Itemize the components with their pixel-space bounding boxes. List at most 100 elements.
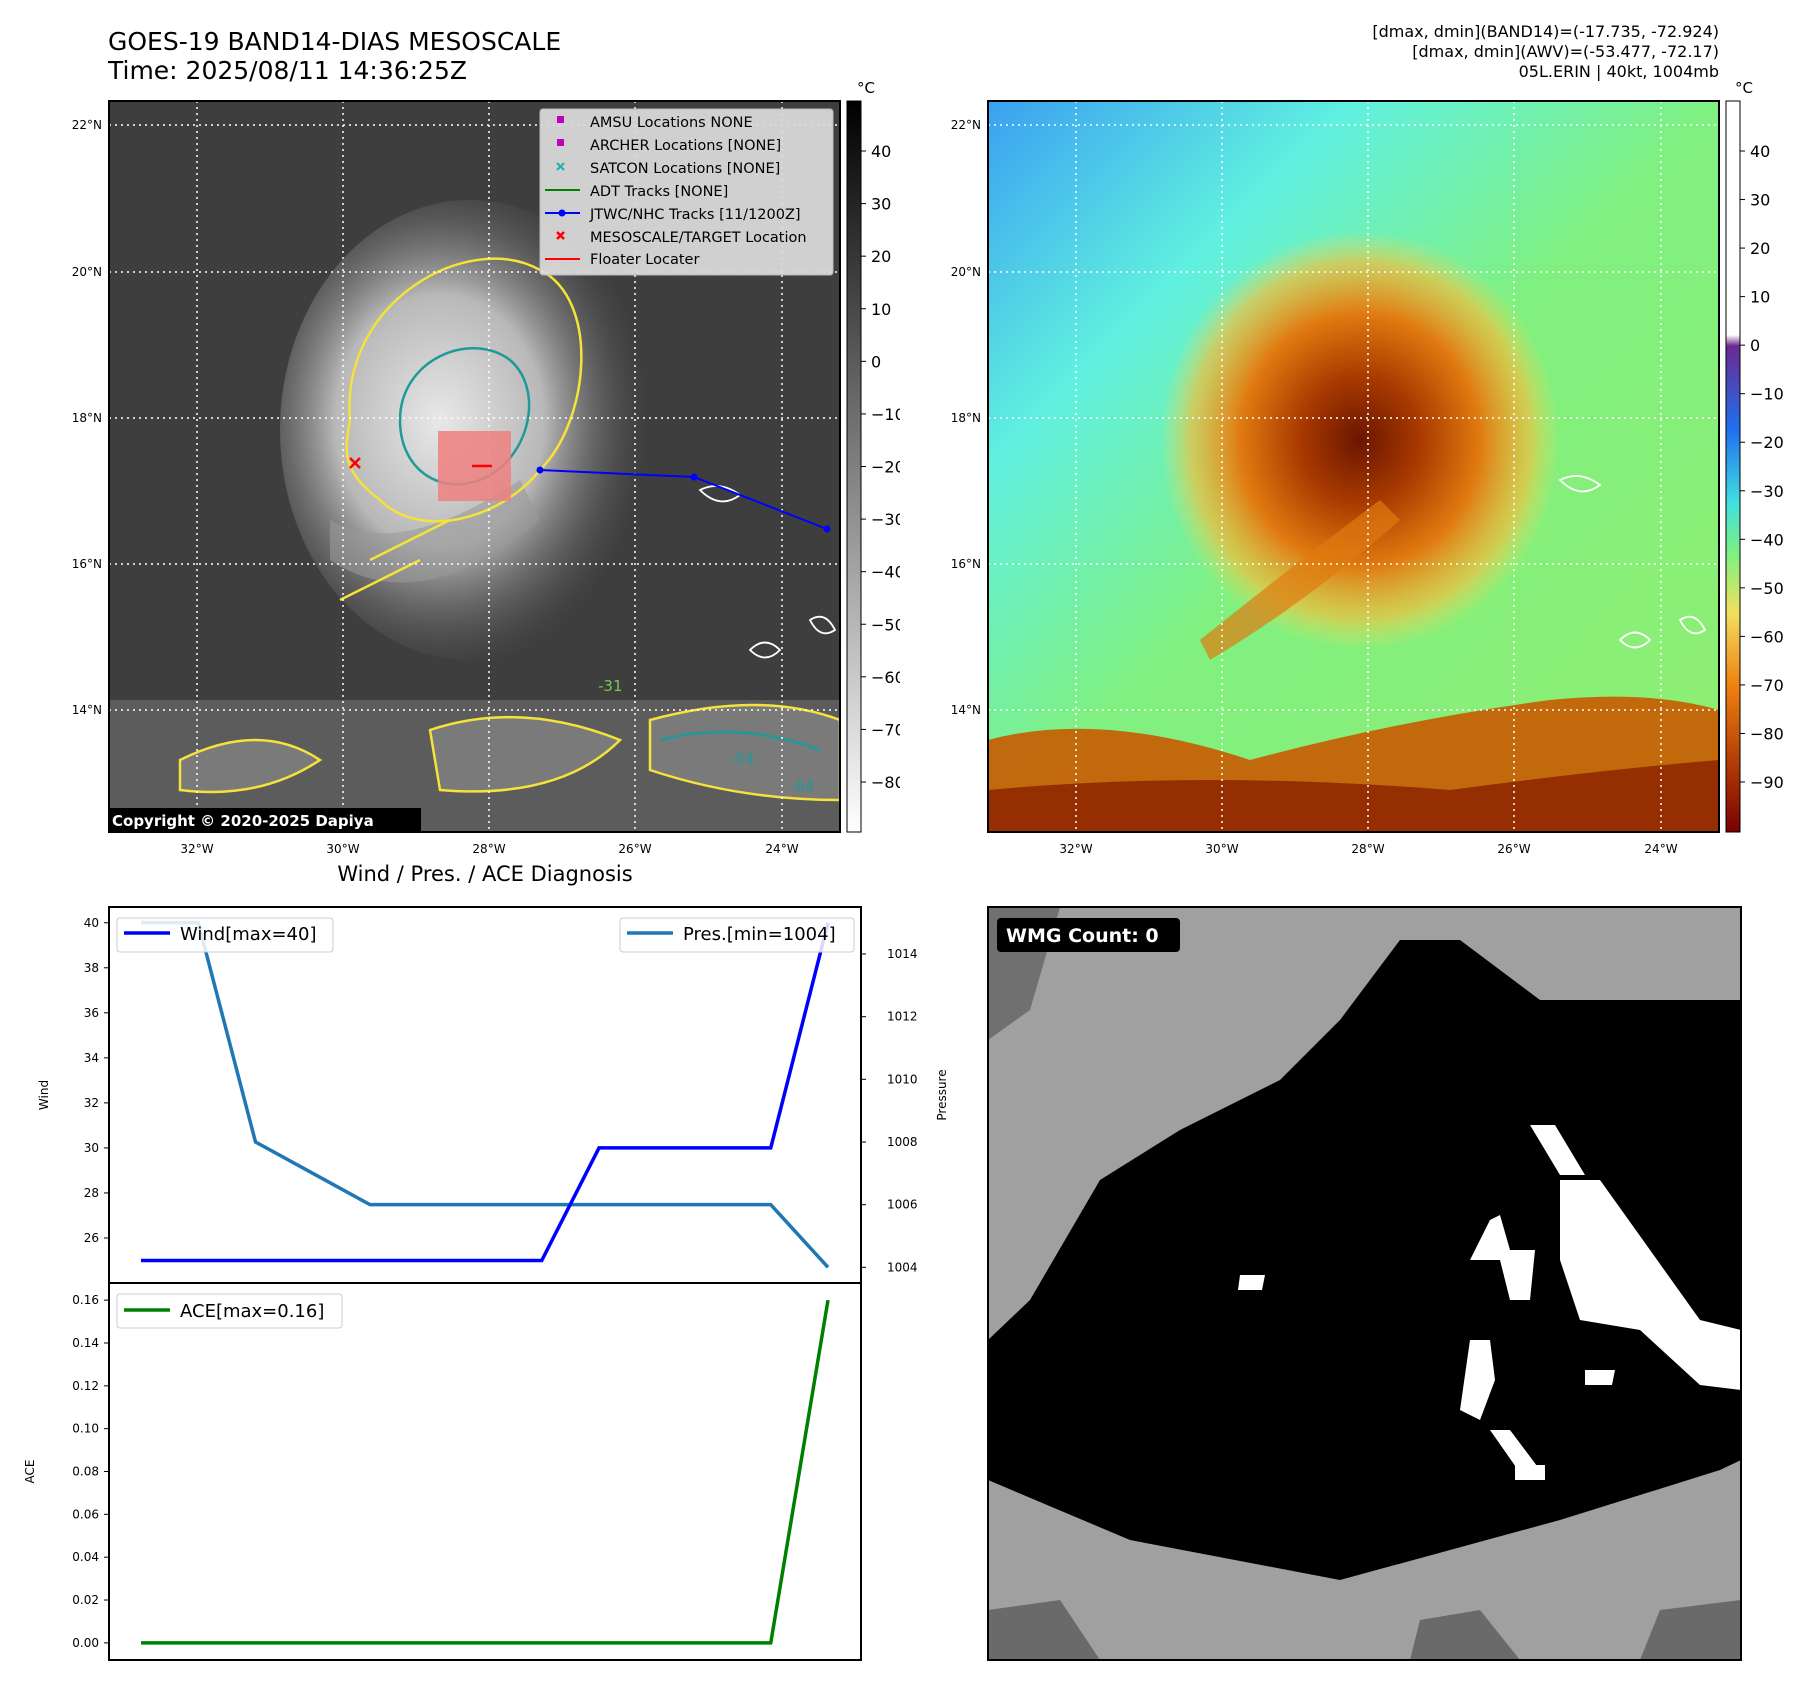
ace-ytick-label: 0.08 [72, 1465, 99, 1479]
awv-colorbar [1725, 100, 1741, 833]
ir-colorbar-tick-label: 30 [871, 195, 891, 214]
awv-colorbar-unit: °C [1735, 79, 1753, 97]
awv-lat-tick: 16°N [951, 557, 981, 571]
copyright: Copyright © 2020-2025 Dapiya [112, 812, 374, 830]
awv-lon-tick: 32°W [1059, 842, 1092, 856]
ace-ytick-label: 0.12 [72, 1379, 99, 1393]
pres-axis-label: Pressure [935, 1069, 949, 1120]
legend-mesoscale-label: MESOSCALE/TARGET Location [590, 230, 807, 246]
title-line-1: GOES-19 BAND14-DIAS MESOSCALE [108, 27, 562, 56]
ace-legend-box [116, 1293, 343, 1329]
ir-colorbar-unit: °C [857, 79, 875, 97]
ir-colorbar-tick-label: 0 [871, 352, 881, 371]
info-line-3: 05L.ERIN | 40kt, 1004mb [1518, 62, 1719, 81]
ace-ytick-label: 0.00 [72, 1636, 99, 1650]
wind-ytick-label: 28 [84, 1186, 99, 1200]
pres-series-line [141, 920, 830, 1269]
wind-ytick-label: 36 [84, 1006, 99, 1020]
title-line-2: Time: 2025/08/11 14:36:25Z [108, 56, 467, 85]
wmg-white-cells [1238, 1125, 1741, 1480]
wmg-count-text: WMG Count: 0 [1006, 925, 1159, 947]
storm-info: [dmax, dmin](BAND14)=(-17.735, -72.924) … [1372, 22, 1719, 82]
wind-legend-label: Wind[max=40] [180, 924, 317, 945]
ir-lon-tick: 26°W [618, 842, 651, 856]
awv-colorbar-tick-label: 10 [1750, 288, 1770, 307]
awv-colorbar-tick-label: −10 [1750, 385, 1784, 404]
awv-lat-tick: 14°N [951, 703, 981, 717]
legend-amsu-label: AMSU Locations NONE [590, 115, 753, 131]
ace-ytick-label: 0.06 [72, 1507, 99, 1521]
pres-ytick-label: 1004 [887, 1260, 918, 1274]
pres-ytick-label: 1012 [887, 1010, 918, 1024]
wmg-core [988, 940, 1741, 1580]
ir-colorbar-tick-label: 20 [871, 247, 891, 266]
ir-lat-tick: 20°N [72, 265, 102, 279]
pres-legend-box [619, 917, 855, 953]
ir-colorbar-tick-label: −40 [871, 563, 900, 582]
pres-ytick-label: 1010 [887, 1072, 918, 1086]
ace-ytick-label: 0.10 [72, 1422, 99, 1436]
ir-lon-tick: 28°W [472, 842, 505, 856]
awv-colorbar-tick-label: −60 [1750, 627, 1784, 646]
awv-colorbar-tick-label: −30 [1750, 482, 1784, 501]
ir-lat-tick: 14°N [72, 703, 102, 717]
wind-ytick-label: 26 [84, 1231, 99, 1245]
wind-pres-chart: 26 28 30 32 34 36 38 40 1004 1006 1008 1010 1012 1014… [37, 906, 949, 1284]
wmg-count-badge [997, 918, 1180, 952]
ace-axis-label: ACE [23, 1460, 37, 1484]
contour-yellow [345, 257, 583, 523]
awv-colorbar-tick-label: −70 [1750, 676, 1784, 695]
ir-legend: AMSU Locations NONE ARCHER Locations [NO… [539, 108, 834, 276]
awv-colorbar-ticks: 40 30 20 10 0 −10 −20 −30 −40 −50 −60 −70 −80 −90 [1740, 142, 1784, 792]
awv-lat-tick: 20°N [951, 265, 981, 279]
ir-map-panel: -31 -54 -64 AMSU Locations NONE [72, 79, 900, 856]
wind-ytick-label: 38 [84, 961, 99, 975]
ir-lon-tick: 30°W [326, 842, 359, 856]
ace-ytick-label: 0.02 [72, 1593, 99, 1607]
info-line-1: [dmax, dmin](BAND14)=(-17.735, -72.924) [1372, 22, 1719, 41]
awv-colorbar-tick-label: −90 [1750, 773, 1784, 792]
awv-colorbar-tick-label: 20 [1750, 239, 1770, 258]
pres-ytick-label: 1006 [887, 1198, 918, 1212]
awv-lon-tick: 24°W [1644, 842, 1677, 856]
wind-ytick-label: 40 [84, 916, 99, 930]
ir-colorbar-tick-label: −80 [871, 773, 900, 792]
legend-adt-label: ADT Tracks [NONE] [590, 184, 728, 200]
legend-archer-marker [557, 139, 564, 146]
awv-lon-tick: 26°W [1497, 842, 1530, 856]
ace-ytick-label: 0.04 [72, 1550, 99, 1564]
awv-map-panel: 22°N 20°N 18°N 16°N 14°N 32°W 30°W 28°W … [951, 79, 1784, 856]
mesoscale-target-marker [349, 457, 361, 469]
pres-legend-label: Pres.[min=1004] [683, 924, 836, 945]
ir-lon-tick: 32°W [180, 842, 213, 856]
awv-gridlines [988, 101, 1719, 832]
ir-colorbar-tick-label: −10 [871, 405, 900, 424]
contour-label-2: -54 [730, 750, 755, 768]
awv-colorbar-tick-label: −50 [1750, 579, 1784, 598]
awv-colorbar-tick-label: 0 [1750, 336, 1760, 355]
awv-colorbar-tick-label: −20 [1750, 433, 1784, 452]
ir-colorbar-tick-label: 10 [871, 300, 891, 319]
legend-amsu-marker [557, 116, 564, 123]
awv-lon-tick: 28°W [1351, 842, 1384, 856]
awv-lat-tick: 18°N [951, 411, 981, 425]
diagnosis-title: Wind / Pres. / ACE Diagnosis [337, 862, 633, 886]
awv-colorbar-tick-label: 30 [1750, 191, 1770, 210]
contour-teal [398, 347, 531, 486]
wind-ytick-label: 34 [84, 1051, 99, 1065]
pres-ytick-label: 1014 [887, 947, 918, 961]
ir-colorbar-tick-label: −30 [871, 510, 900, 529]
ace-ytick-label: 0.14 [72, 1336, 99, 1350]
diagnosis-charts: 26 28 30 32 34 36 38 40 1004 1006 1008 1010 1012 1014… [23, 906, 949, 1661]
page-title: GOES-19 BAND14-DIAS MESOSCALE Time: 2025… [108, 27, 561, 85]
legend-floater-label: Floater Locater [590, 252, 699, 268]
ace-ytick-label: 0.16 [72, 1293, 99, 1307]
pres-ytick-label: 1008 [887, 1135, 918, 1149]
wind-series-line [141, 922, 830, 1263]
awv-storm [1160, 230, 1560, 650]
awv-colorbar-tick-label: −80 [1750, 724, 1784, 743]
legend-jtwc-label: JTWC/NHC Tracks [11/1200Z] [589, 207, 801, 223]
legend-archer-label: ARCHER Locations [NONE] [590, 138, 781, 154]
ir-colorbar-tick-label: 40 [871, 142, 891, 161]
